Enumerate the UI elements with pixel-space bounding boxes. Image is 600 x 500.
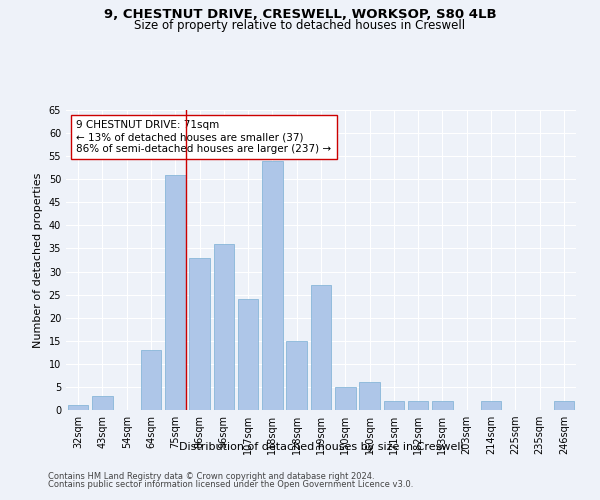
Bar <box>262 161 283 410</box>
Bar <box>432 401 453 410</box>
Bar <box>68 406 88 410</box>
Bar <box>554 401 574 410</box>
Bar <box>335 387 356 410</box>
Bar <box>286 341 307 410</box>
Bar <box>359 382 380 410</box>
Bar <box>383 401 404 410</box>
Bar <box>165 174 185 410</box>
Bar <box>189 258 210 410</box>
Text: Size of property relative to detached houses in Creswell: Size of property relative to detached ho… <box>134 19 466 32</box>
Text: 9 CHESTNUT DRIVE: 71sqm
← 13% of detached houses are smaller (37)
86% of semi-de: 9 CHESTNUT DRIVE: 71sqm ← 13% of detache… <box>76 120 331 154</box>
Bar <box>311 286 331 410</box>
Bar <box>214 244 234 410</box>
Bar <box>238 299 259 410</box>
Text: 9, CHESTNUT DRIVE, CRESWELL, WORKSOP, S80 4LB: 9, CHESTNUT DRIVE, CRESWELL, WORKSOP, S8… <box>104 8 496 20</box>
Bar <box>92 396 113 410</box>
Bar <box>140 350 161 410</box>
Bar <box>481 401 502 410</box>
Y-axis label: Number of detached properties: Number of detached properties <box>33 172 43 348</box>
Text: Contains public sector information licensed under the Open Government Licence v3: Contains public sector information licen… <box>48 480 413 489</box>
Bar <box>408 401 428 410</box>
Text: Distribution of detached houses by size in Creswell: Distribution of detached houses by size … <box>179 442 463 452</box>
Text: Contains HM Land Registry data © Crown copyright and database right 2024.: Contains HM Land Registry data © Crown c… <box>48 472 374 481</box>
